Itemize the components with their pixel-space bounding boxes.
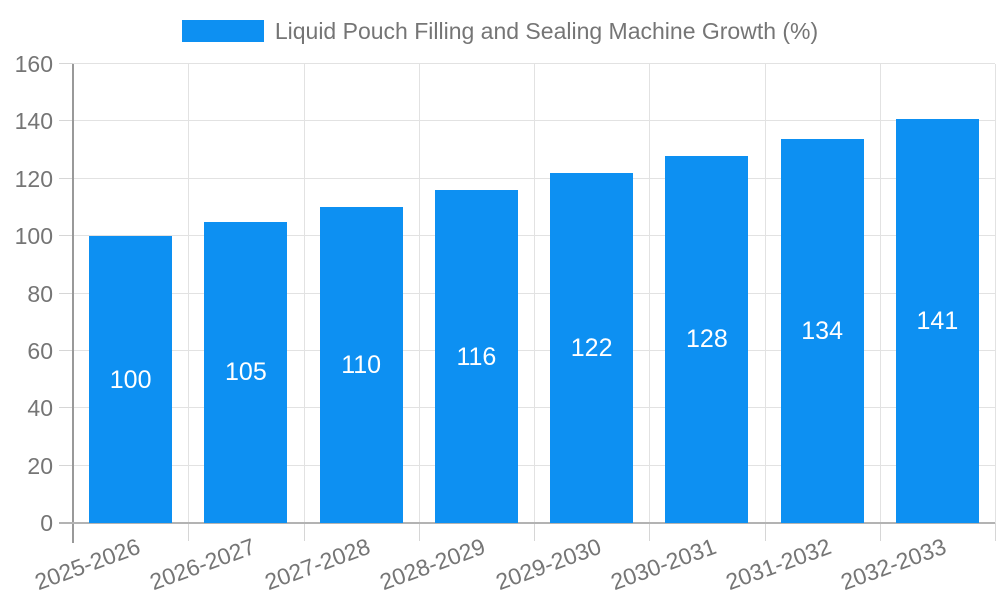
x-axis-tick-label: 2029-2030 [491,533,605,596]
v-gridline [995,64,996,523]
bar[interactable] [89,236,173,523]
y-axis-tick [59,177,73,179]
bar[interactable] [550,173,634,523]
bar-value-label: 141 [916,306,959,335]
v-gridline [534,64,535,523]
y-axis-tick-label: 100 [14,223,53,250]
y-axis-tick [59,120,73,122]
y-axis-line [72,64,74,543]
bar[interactable] [319,207,403,523]
y-axis-tick-label: 20 [27,452,53,479]
legend-label[interactable]: Liquid Pouch Filling and Sealing Machine… [274,18,819,44]
y-axis-tick [59,407,73,409]
bar[interactable] [780,138,864,523]
bar[interactable] [204,221,288,523]
v-gridline [649,64,650,523]
y-axis-tick [59,235,73,237]
y-axis-tick-label: 120 [14,165,53,192]
x-axis-tick [995,523,996,541]
x-axis-tick [304,523,305,541]
x-axis-tick [765,523,766,541]
x-axis-tick [188,523,189,541]
x-axis-tick-label: 2025-2026 [30,533,144,596]
x-axis-tick [419,523,420,541]
x-axis-tick-label: 2032-2033 [837,533,950,596]
y-axis-tick [59,464,73,466]
h-gridline [73,63,995,64]
y-axis-tick-label: 80 [27,280,53,307]
x-axis-line [59,522,995,524]
x-axis-tick [649,523,650,541]
legend-swatch[interactable] [181,20,264,42]
y-axis-tick-label: 40 [27,395,53,422]
bar-value-label: 128 [686,325,728,354]
y-axis-tick-label: 160 [14,51,53,77]
bar-value-label: 116 [456,342,497,371]
v-gridline [188,64,189,523]
bar-value-label: 105 [225,358,267,387]
v-gridline [419,64,420,523]
bar[interactable] [665,155,749,523]
y-axis-tick [59,63,73,64]
bar[interactable] [434,190,518,523]
bar-value-label: 134 [801,316,843,345]
x-axis-tick-label: 2026-2027 [146,533,259,596]
y-axis-tick-label: 140 [14,108,53,135]
x-axis-tick-label: 2030-2031 [607,533,720,596]
y-axis-tick-label: 0 [40,510,53,536]
x-axis-tick-label: 2028-2029 [376,533,489,596]
y-axis-tick-label: 60 [27,337,53,364]
y-axis-tick [59,349,73,351]
v-gridline [304,64,305,523]
bar-value-label: 122 [570,334,613,362]
x-axis-tick-label: 2027-2028 [261,533,374,596]
x-axis-tick [534,523,535,541]
bar[interactable] [895,118,979,523]
x-axis-tick [880,523,881,541]
v-gridline [880,64,881,523]
legend: Liquid Pouch Filling and Sealing Machine… [0,18,1000,44]
bar-value-label: 100 [109,365,152,394]
x-axis-tick-label: 2031-2032 [722,533,835,596]
v-gridline [765,64,766,523]
bar-value-label: 110 [341,351,382,380]
y-axis-tick [59,292,73,294]
